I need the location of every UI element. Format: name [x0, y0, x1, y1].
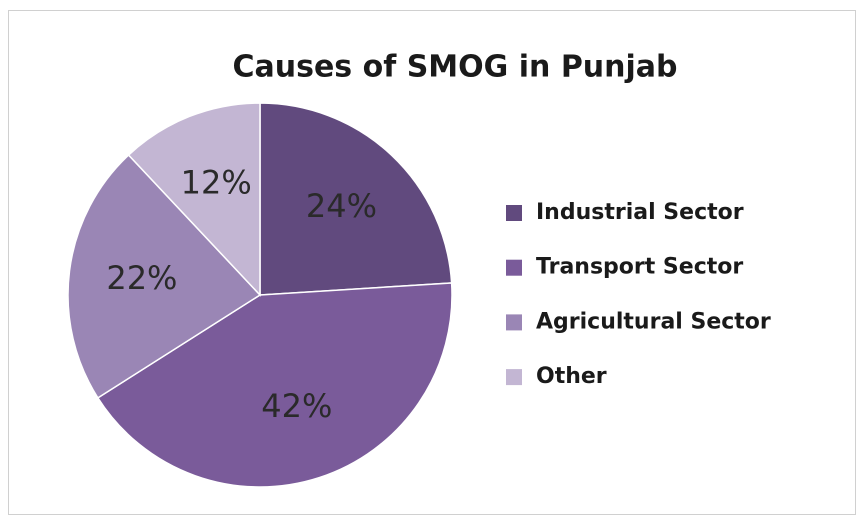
pie-slice: [67, 153, 262, 399]
legend-label: Agricultural Sector: [536, 309, 771, 334]
data-label: 42%: [261, 387, 332, 425]
pie-slice: [96, 282, 453, 488]
legend-label: Industrial Sector: [536, 200, 744, 225]
chart-title: Causes of SMOG in Punjab: [232, 50, 677, 85]
legend-label: Transport Sector: [536, 255, 743, 280]
data-label: 24%: [306, 187, 377, 225]
legend-swatch: [506, 205, 522, 221]
pie-slice: [127, 102, 261, 297]
legend-swatch: [506, 369, 522, 386]
legend-swatch: [506, 259, 522, 276]
legend-swatch: [506, 314, 522, 331]
pie-slice: [259, 102, 453, 296]
data-label: 12%: [181, 163, 252, 201]
data-label: 22%: [106, 259, 177, 297]
legend-label: Other: [536, 364, 607, 389]
